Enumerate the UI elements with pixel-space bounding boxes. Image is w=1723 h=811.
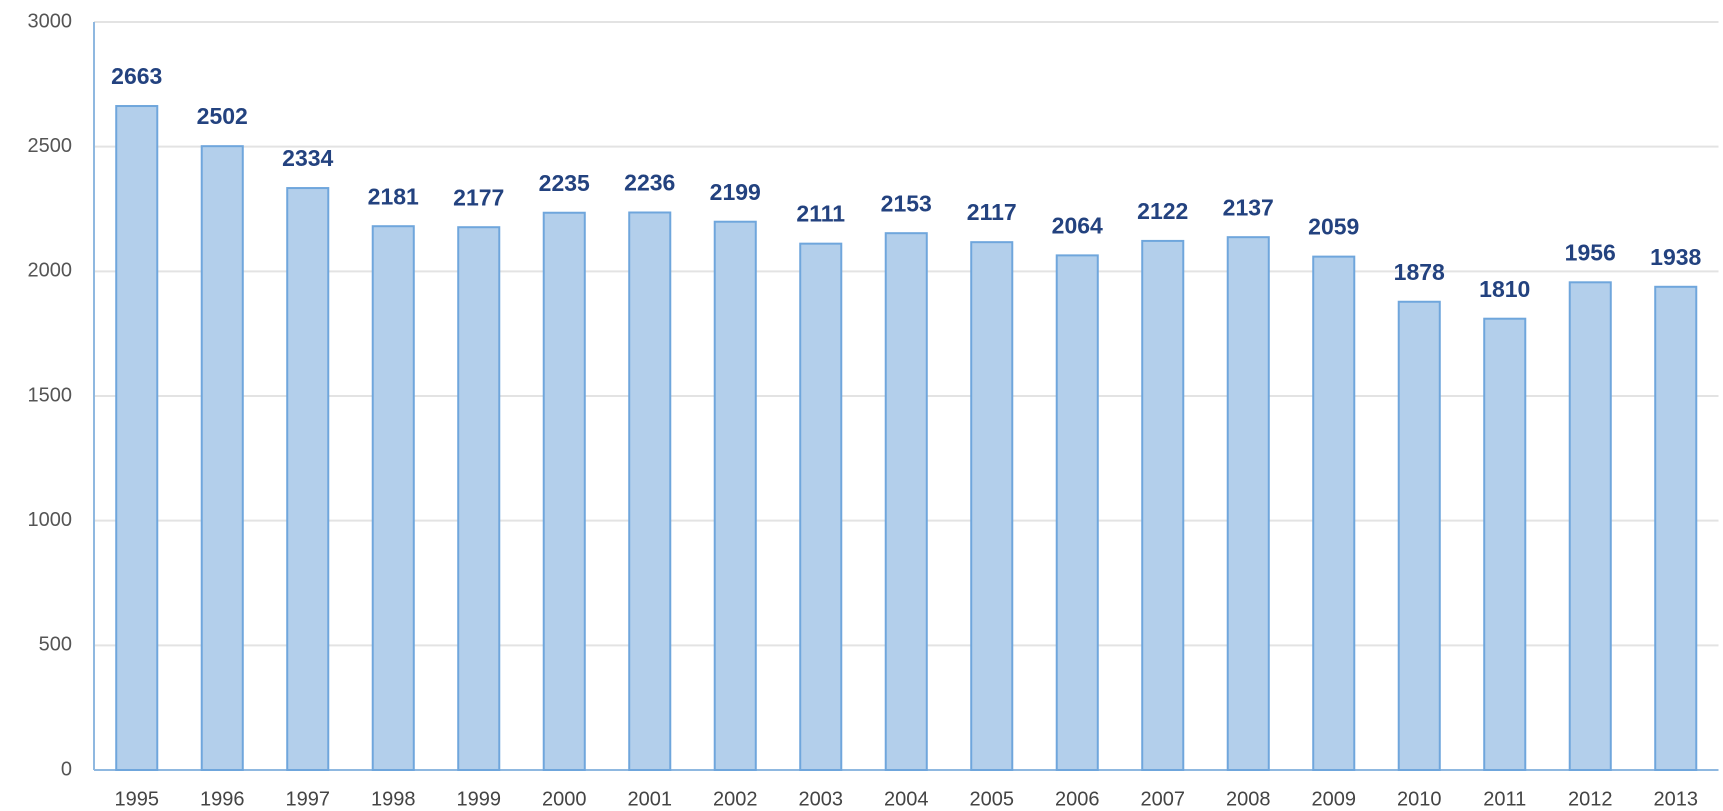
bar	[713, 220, 757, 771]
x-tick-label: 2003	[799, 788, 844, 810]
x-tick-label: 1995	[115, 788, 160, 810]
value-label: 2153	[881, 190, 932, 216]
x-tick-label: 1999	[457, 788, 502, 810]
value-label: 2137	[1223, 194, 1274, 220]
bar	[1483, 317, 1527, 771]
value-label: 2059	[1308, 214, 1359, 240]
y-tick-label: 1000	[28, 509, 73, 531]
x-tick-label: 1996	[200, 788, 245, 810]
y-tick-label: 2500	[28, 135, 73, 157]
x-tick-label: 2005	[970, 788, 1015, 810]
value-label: 2663	[111, 63, 162, 89]
bar	[1397, 300, 1441, 771]
y-tick-label: 0	[61, 758, 72, 780]
x-tick-label: 2011	[1483, 788, 1526, 810]
value-label: 2181	[368, 183, 419, 209]
value-label: 1956	[1565, 239, 1616, 265]
value-label: 2235	[539, 170, 590, 196]
x-tick-label: 2002	[713, 788, 758, 810]
bar	[1141, 239, 1185, 771]
bar	[970, 241, 1014, 772]
value-label: 2064	[1052, 212, 1103, 238]
value-label: 1810	[1479, 276, 1530, 302]
value-label: 1938	[1650, 244, 1701, 270]
bar	[200, 145, 244, 771]
value-label: 2117	[967, 199, 1017, 225]
bar	[1654, 285, 1698, 771]
x-tick-label: 1998	[371, 788, 416, 810]
value-label: 2111	[796, 201, 845, 227]
y-tick-label: 3000	[28, 10, 73, 32]
bar	[628, 211, 672, 771]
bar	[286, 187, 330, 771]
x-tick-label: 2009	[1312, 788, 1357, 810]
bar	[457, 226, 501, 771]
bar	[884, 232, 928, 771]
bar	[1568, 281, 1612, 771]
bar	[115, 105, 159, 771]
x-tick-label: 2004	[884, 788, 929, 810]
x-tick-label: 2010	[1397, 788, 1442, 810]
bar	[371, 225, 415, 772]
value-label: 2177	[453, 184, 504, 210]
x-tick-label: 2006	[1055, 788, 1100, 810]
x-tick-label: 1997	[286, 788, 331, 810]
y-tick-label: 500	[39, 634, 72, 656]
y-tick-label: 2000	[28, 260, 73, 282]
x-tick-label: 2008	[1226, 788, 1271, 810]
x-tick-label: 2001	[628, 788, 673, 810]
bar	[1055, 254, 1099, 772]
x-tick-label: 2013	[1654, 788, 1699, 810]
value-label: 2122	[1137, 198, 1188, 224]
value-label: 2199	[710, 179, 761, 205]
bar	[1312, 255, 1356, 771]
bar	[542, 211, 586, 772]
x-tick-label: 2007	[1141, 788, 1186, 810]
value-label: 1878	[1394, 259, 1445, 285]
value-label: 2502	[197, 103, 248, 129]
y-tick-label: 1500	[28, 384, 73, 406]
bar	[1226, 236, 1270, 771]
x-tick-label: 2012	[1568, 788, 1613, 810]
bar	[799, 242, 843, 771]
x-tick-label: 2000	[542, 788, 587, 810]
value-label: 2236	[624, 170, 675, 196]
value-label: 2334	[282, 145, 333, 171]
